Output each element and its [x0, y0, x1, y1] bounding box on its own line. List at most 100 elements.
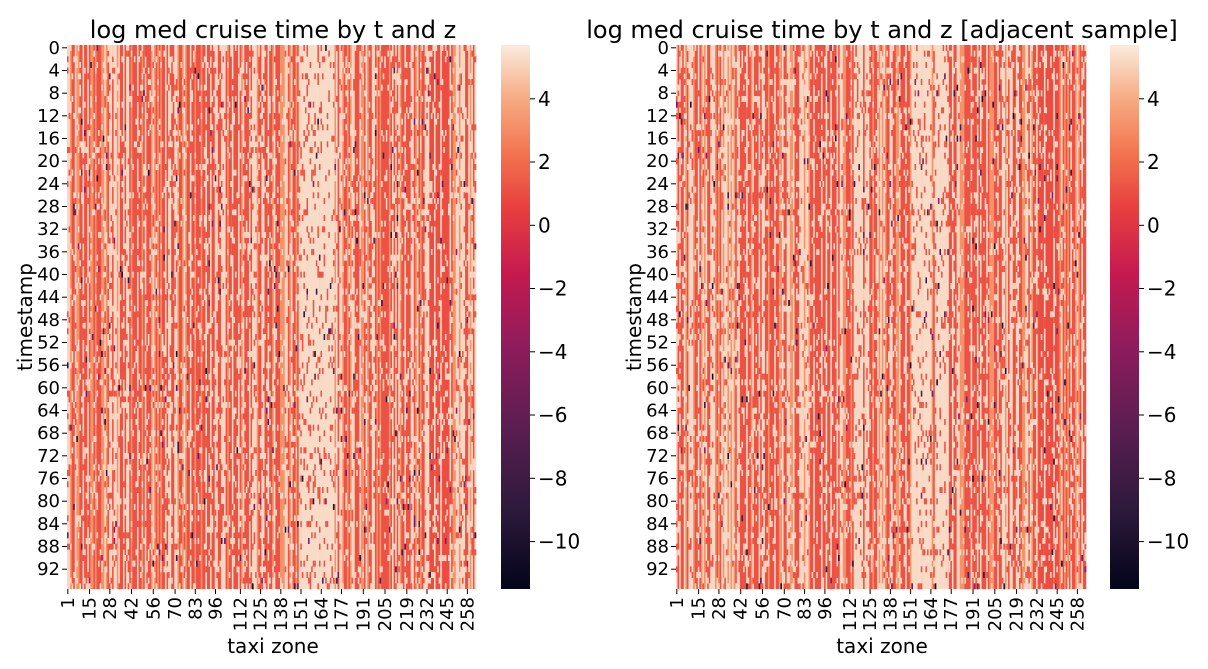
heatmap-cell [175, 124, 178, 131]
heatmap-cell [74, 147, 77, 153]
heatmap-cell [88, 271, 91, 278]
heatmap-cell [259, 339, 262, 346]
heatmap-column [738, 45, 741, 589]
heatmap-cell [262, 368, 265, 374]
heatmap-cell [435, 339, 438, 346]
heatmap-cell [468, 294, 471, 301]
heatmap-cell [73, 56, 76, 63]
heatmap-cell [682, 232, 685, 238]
heatmap-cell [426, 113, 429, 119]
heatmap-cell [85, 345, 88, 352]
heatmap-cell [255, 283, 258, 289]
heatmap-cell [105, 566, 108, 573]
heatmap-cell [101, 158, 104, 165]
heatmap-cell [300, 152, 303, 159]
heatmap-cell [401, 583, 404, 590]
heatmap-cell [67, 147, 69, 153]
heatmap-cell [292, 396, 295, 403]
heatmap-cell [705, 396, 708, 403]
heatmap-cell [350, 130, 352, 136]
heatmap-cell [112, 549, 114, 556]
heatmap-cell [699, 538, 702, 544]
heatmap-cell [421, 300, 424, 306]
heatmap-cell [250, 498, 253, 505]
heatmap-cell [370, 317, 373, 323]
heatmap-cell [172, 430, 175, 437]
heatmap-cell [766, 209, 769, 216]
heatmap-cell [210, 130, 212, 136]
heatmap-cell [245, 317, 248, 323]
heatmap-cell [713, 277, 716, 284]
heatmap-cell [697, 300, 700, 306]
heatmap-cell [682, 277, 685, 284]
heatmap-cell [427, 351, 430, 357]
heatmap-cell [738, 526, 741, 533]
heatmap-cell [385, 509, 388, 516]
heatmap-cell [269, 271, 272, 278]
heatmap-column [144, 45, 147, 589]
heatmap-cell [401, 436, 404, 442]
heatmap-cell [444, 583, 447, 590]
heatmap-cell [104, 288, 107, 295]
heatmap-cell [199, 260, 202, 267]
heatmap-cell [356, 390, 359, 397]
heatmap-column [197, 45, 200, 589]
heatmap-cell [85, 390, 88, 397]
heatmap-cell [101, 538, 104, 544]
heatmap-cell [294, 481, 296, 488]
heatmap-cell [725, 379, 728, 386]
heatmap-cell [331, 328, 334, 335]
heatmap-cell [171, 317, 174, 323]
heatmap-cell [732, 288, 734, 295]
heatmap-column [760, 45, 763, 589]
heatmap-cell [340, 203, 343, 210]
heatmap-cell [87, 396, 90, 403]
heatmap-cell [676, 521, 678, 527]
heatmap-cell [124, 266, 127, 272]
heatmap-cell [143, 243, 146, 250]
heatmap-cell [336, 464, 338, 471]
heatmap-cell [387, 396, 390, 403]
heatmap-cell [463, 300, 466, 306]
heatmap-cell [732, 67, 734, 74]
heatmap-cell [360, 67, 363, 74]
heatmap-cell [343, 555, 346, 561]
heatmap-cell [739, 215, 742, 221]
heatmap-cell [472, 152, 475, 159]
heatmap-cell [458, 572, 461, 578]
heatmap-cell [253, 538, 256, 544]
heatmap-cell [677, 379, 680, 386]
heatmap-column [289, 45, 292, 589]
heatmap-cell [438, 379, 441, 386]
heatmap-cell [429, 368, 432, 374]
heatmap-cell [281, 135, 284, 142]
heatmap-cell [469, 305, 472, 312]
heatmap-cell [98, 560, 100, 567]
heatmap-cell [761, 560, 764, 567]
heatmap-cell [432, 419, 435, 425]
heatmap-cell [370, 209, 373, 216]
heatmap-cell [161, 345, 164, 352]
heatmap-column [346, 45, 349, 589]
heatmap-cell [102, 424, 105, 431]
heatmap-cell [76, 362, 79, 369]
heatmap-cell [242, 577, 245, 584]
heatmap-column [227, 45, 230, 589]
heatmap-cell [336, 147, 338, 153]
heatmap-cell [441, 79, 444, 85]
heatmap-cell [93, 141, 96, 148]
heatmap-cell [168, 67, 170, 74]
heatmap-cell [733, 271, 736, 278]
heatmap-cell [269, 362, 272, 369]
heatmap-cell [107, 243, 110, 250]
heatmap-cell [163, 430, 166, 437]
heatmap-cell [694, 260, 697, 267]
heatmap-cell [774, 186, 777, 193]
heatmap-cell [328, 232, 331, 238]
heatmap-cell [300, 475, 303, 482]
heatmap-cell [262, 492, 265, 499]
heatmap-cell [368, 288, 371, 295]
heatmap-cell [292, 543, 295, 550]
heatmap-cell [680, 475, 683, 482]
heatmap-cell [463, 260, 466, 267]
